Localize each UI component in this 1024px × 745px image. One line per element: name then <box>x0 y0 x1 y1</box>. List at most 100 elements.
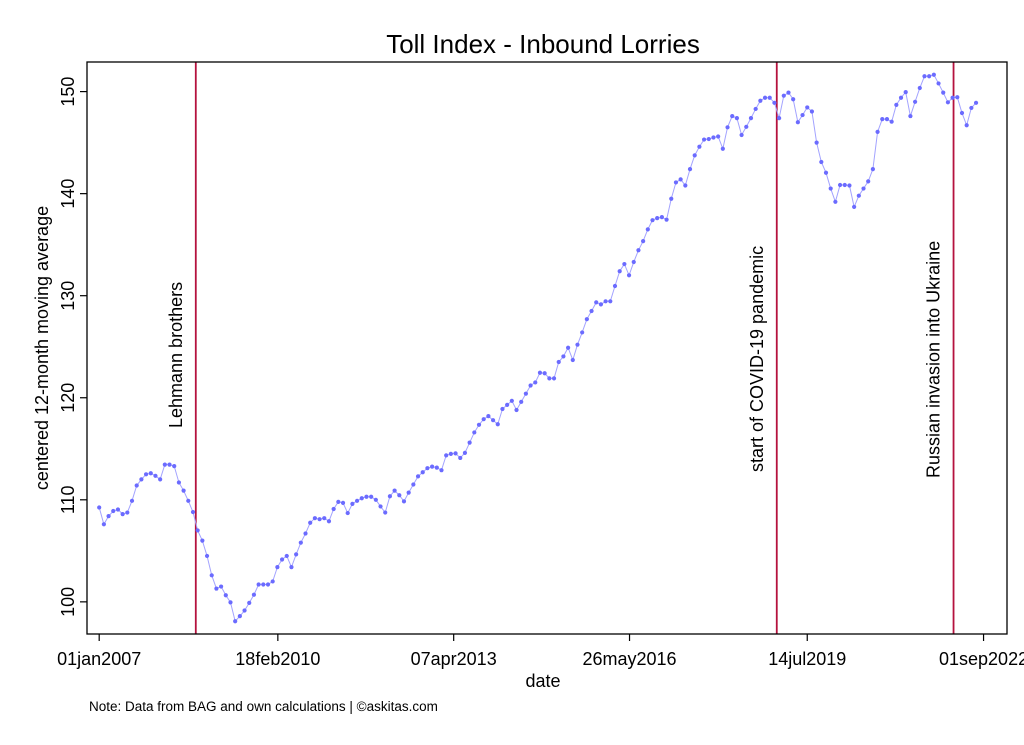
data-point <box>448 451 453 456</box>
data-point <box>167 462 172 467</box>
data-point <box>322 516 327 521</box>
data-point <box>969 105 974 111</box>
data-point <box>716 134 721 139</box>
data-point <box>392 488 397 493</box>
data-point <box>312 516 317 521</box>
data-point <box>852 204 857 210</box>
data-point <box>748 116 754 121</box>
data-point <box>153 473 158 478</box>
data-point <box>486 414 491 419</box>
y-tick-label: 150 <box>58 77 78 107</box>
data-point <box>420 470 425 475</box>
data-point <box>612 283 618 289</box>
x-tick-label: 01jan2007 <box>57 649 141 669</box>
data-point <box>303 531 308 536</box>
data-point <box>959 110 965 116</box>
data-point <box>678 177 683 182</box>
data-point <box>856 193 861 198</box>
data-point <box>509 398 514 403</box>
data-point <box>941 90 946 95</box>
data-point <box>767 95 772 100</box>
data-point <box>219 584 224 589</box>
data-point <box>364 494 369 499</box>
data-point <box>495 422 500 427</box>
y-axis: 100 110 120 130 140 150 <box>58 77 87 617</box>
data-point <box>777 116 782 121</box>
data-point <box>270 579 275 584</box>
data-point <box>866 179 871 184</box>
data-point <box>828 186 833 191</box>
data-point <box>626 273 632 278</box>
data-point <box>265 582 271 587</box>
data-point <box>809 109 815 114</box>
data-point <box>945 100 951 105</box>
data-point <box>369 494 374 499</box>
data-point <box>317 517 322 522</box>
data-point <box>195 528 200 533</box>
data-point <box>566 345 571 350</box>
data-point <box>298 540 303 545</box>
data-point <box>575 342 580 347</box>
data-point <box>758 98 763 103</box>
data-point <box>631 259 636 265</box>
data-point <box>781 93 786 98</box>
chart-title: Toll Index - Inbound Lorries <box>386 29 700 59</box>
data-point <box>505 402 510 407</box>
data-point <box>233 619 238 624</box>
data-point <box>415 474 421 479</box>
data-point <box>837 182 843 188</box>
data-point <box>228 600 233 605</box>
data-point <box>350 501 355 506</box>
data-point <box>383 510 388 515</box>
data-point <box>669 196 674 201</box>
data-point <box>261 582 266 587</box>
data-point <box>326 519 332 524</box>
y-tick-label: 100 <box>58 587 78 617</box>
data-point <box>744 124 749 129</box>
data-point <box>340 500 346 505</box>
data-point <box>458 455 463 461</box>
data-point <box>439 468 444 473</box>
data-point <box>172 464 177 469</box>
data-point <box>500 406 505 412</box>
data-point <box>814 140 819 145</box>
event-lines: Lehmann brothers start of COVID-19 pandem… <box>166 62 955 634</box>
data-point <box>481 417 486 422</box>
data-point <box>570 357 575 363</box>
series-line <box>97 72 979 624</box>
data-point <box>237 614 242 619</box>
data-point <box>847 183 852 188</box>
data-point <box>411 482 416 487</box>
data-point <box>739 132 744 138</box>
data-point <box>955 95 960 100</box>
event-label: start of COVID-19 pandemic <box>747 246 767 472</box>
data-point <box>176 480 182 485</box>
data-point <box>523 391 528 396</box>
data-point <box>462 450 468 455</box>
x-axis: 01jan2007 18feb2010 07apr2013 26may2016 14ju… <box>57 634 1024 669</box>
data-point <box>687 167 693 172</box>
data-point <box>584 317 589 322</box>
data-point <box>472 430 477 435</box>
data-point <box>139 477 144 482</box>
data-point <box>711 135 716 140</box>
data-point <box>655 216 660 221</box>
event-label: Lehmann brothers <box>166 282 186 428</box>
data-point <box>336 499 341 504</box>
data-point <box>134 483 139 488</box>
data-point <box>106 514 111 519</box>
data-point <box>378 504 383 509</box>
data-point <box>490 418 496 423</box>
data-point <box>908 113 913 119</box>
data-point <box>354 498 360 503</box>
x-tick-label: 01sep2022 <box>939 649 1024 669</box>
data-point <box>734 116 740 121</box>
data-point <box>927 74 932 79</box>
data-point <box>786 90 791 95</box>
data-point <box>617 269 622 274</box>
data-point <box>805 105 810 110</box>
data-point <box>514 407 519 413</box>
data-point <box>200 538 205 543</box>
x-tick-label: 18feb2010 <box>235 649 320 669</box>
data-point <box>111 508 116 514</box>
